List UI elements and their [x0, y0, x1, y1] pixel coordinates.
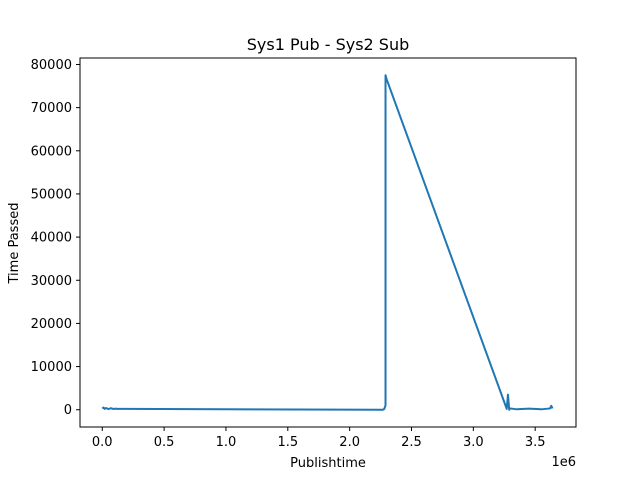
y-tick-label: 10000 — [31, 360, 72, 375]
x-tick-label: 1.0 — [216, 435, 237, 450]
y-tick-label: 40000 — [31, 231, 72, 246]
y-tick-label: 20000 — [31, 317, 72, 332]
y-tick-label: 50000 — [31, 187, 72, 202]
y-axis-ticks: 0 10000 20000 30000 40000 50000 60000 70000 8000… — [31, 58, 80, 418]
x-tick-label: 0.0 — [92, 435, 113, 450]
series-line-1 — [101, 74, 554, 411]
plot-frame — [79, 57, 577, 428]
plot-area — [101, 74, 554, 411]
y-tick-label: 0 — [64, 403, 72, 418]
y-tick-label: 80000 — [31, 58, 72, 73]
y-tick-label: 70000 — [31, 101, 72, 116]
x-axis-ticks: 0.0 0.5 1.0 1.5 2.0 2.5 3.0 3.5 — [92, 427, 546, 450]
y-axis-label: Time Passed — [7, 203, 22, 285]
x-tick-label: 0.5 — [154, 435, 175, 450]
x-tick-label: 1.5 — [277, 435, 298, 450]
x-tick-label: 3.0 — [463, 435, 484, 450]
x-axis-offset-label: 1e6 — [551, 455, 576, 470]
x-tick-label: 2.5 — [401, 435, 422, 450]
y-tick-label: 30000 — [31, 274, 72, 289]
chart-title: Sys1 Pub - Sys2 Sub — [247, 35, 410, 54]
x-axis-label: Publishtime — [290, 456, 366, 471]
y-tick-label: 60000 — [31, 144, 72, 159]
x-tick-label: 2.0 — [339, 435, 360, 450]
x-tick-label: 3.5 — [525, 435, 546, 450]
